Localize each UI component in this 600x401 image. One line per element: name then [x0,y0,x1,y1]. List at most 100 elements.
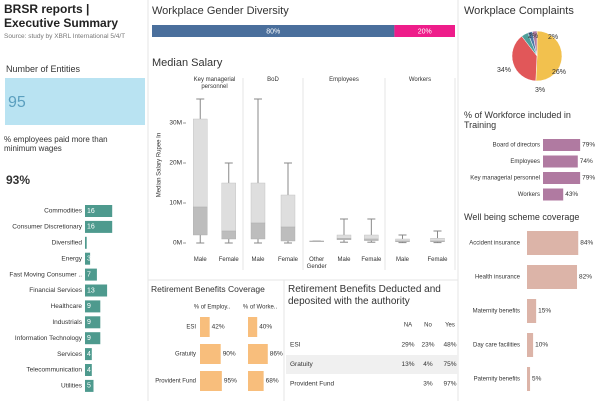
cell: 13% [401,361,414,368]
coverage-bar [200,317,210,337]
row-name: Accident insurance [469,241,520,247]
sector-bar [85,348,92,361]
cell: 23% [421,342,434,349]
sector-name: Telecommunication [26,367,82,374]
pie-label: 26% [552,69,566,76]
panel-header: Key managerial personnel [193,77,236,90]
box-upper [395,238,410,242]
cell: 3% [423,381,433,388]
bar-label: 68% [266,378,279,385]
bar-label: 86% [270,351,283,358]
sector-name: Consumer Discretionary [12,224,82,231]
sector-value: 9 [87,335,91,342]
sector-name: Fast Moving Consumer .. [9,271,82,278]
row-name: Employees [510,159,540,165]
cell: 48% [443,342,456,349]
column-header: NA [404,323,412,329]
sector-bar [85,236,87,249]
bar-label: 40% [259,324,272,331]
pie-slice [511,35,538,82]
bar-label: 84% [580,240,593,247]
bar-label: 82% [579,274,592,281]
box-upper [336,234,352,239]
sector-name: Services [57,351,83,358]
row-name: Key managerial personnel [470,176,540,182]
row-name: Maternity benefits [473,309,520,315]
category-label: Male [251,257,265,263]
sector-value: 9 [87,319,91,326]
box-upper [250,182,266,224]
panel-header: BoD [267,77,279,83]
bar-label: 5% [532,376,542,383]
section-title: Well being scheme coverage [464,212,580,222]
training-bar [543,172,581,184]
section-title: Workplace Gender Diversity [152,5,289,17]
cell: 97% [443,381,456,388]
column-header: No [424,323,432,329]
category-label: Female [277,257,298,263]
box-lower [221,230,236,240]
category-label: Female [218,257,239,263]
column-header: % of Employ.. [194,305,231,311]
panel-header: Employees [329,77,359,83]
wellbeing-bar [527,299,537,323]
sector-value: 1 [87,240,91,247]
coverage-bar [200,371,222,391]
box-upper [280,194,296,228]
sector-bar [85,268,97,281]
box-lower [336,237,352,240]
sector-name: Financial Services [29,287,82,294]
bar-label: 79% [582,142,595,149]
bar-label: 43% [565,191,578,198]
sector-value: 16 [87,224,95,231]
box-upper [364,234,379,240]
pie-label: 3% [535,87,545,94]
pie-slice [532,30,538,57]
pie-label: 2% [528,33,538,40]
gender-bar [394,25,455,37]
column-header: Yes [445,323,455,329]
column-header: % of Worke.. [243,305,278,311]
y-tick-label: 30M [169,120,182,127]
coverage-bar [200,344,221,364]
wellbeing-bar [527,265,578,289]
sector-name: Utilities [61,383,83,390]
sector-value: 16 [87,208,95,215]
row-name: Provident Fund [290,381,334,388]
box-lower [430,240,445,243]
sector-name: Energy [61,255,82,262]
row-band [286,355,458,374]
sector-value: 4 [87,351,91,358]
sector-bar [85,220,113,233]
coverage-bar [248,371,264,391]
bar-label: 79% [582,175,595,182]
sector-bar [85,316,101,329]
entities-box [5,78,145,125]
gender-label: 20% [418,28,432,35]
wages-value: 93% [6,173,30,187]
gender-label: 80% [266,28,280,35]
sector-name: Information Technology [15,335,83,342]
sector-bar [85,252,91,265]
category-label: Male [395,257,409,263]
title: BRSR reports | Executive Summary [4,2,119,30]
wellbeing-bar [527,367,531,391]
sector-name: Diversified [52,240,83,247]
gender-bar [152,25,395,37]
wellbeing-bar [527,333,534,357]
row-name: Health insurance [475,275,521,281]
sector-bar [85,284,108,297]
category-label: Female [427,257,448,263]
sector-value: 3 [87,256,91,263]
section-title: Retirement Benefits Deducted and deposit… [288,284,441,307]
section-title: Number of Entities [6,64,81,74]
bar-label: 15% [538,308,551,315]
box-upper [193,118,208,208]
sector-value: 5 [87,383,91,390]
row-name: Board of directors [493,143,540,149]
section-title: % of Workforce included in Training [464,110,571,131]
pie-slice [535,30,563,82]
sector-name: Commodities [44,208,83,215]
